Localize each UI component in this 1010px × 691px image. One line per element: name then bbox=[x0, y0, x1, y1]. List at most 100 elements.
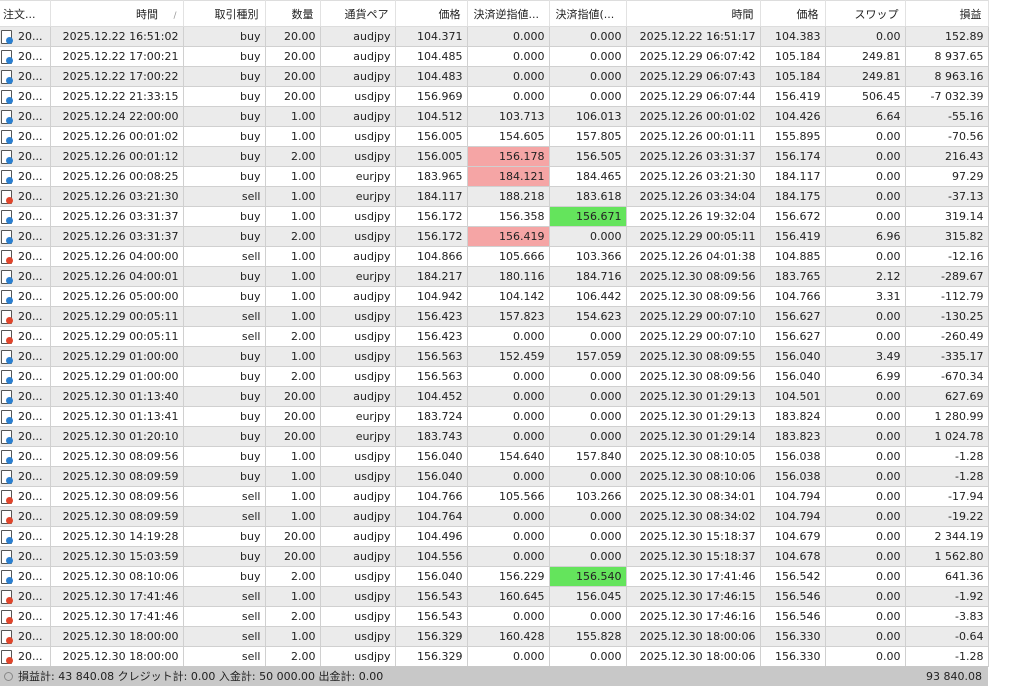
table-row[interactable]: 20... 2025.12.30 08:09:56 sell 1.00 audjpy 10… bbox=[0, 486, 989, 507]
cell-type: sell bbox=[183, 326, 266, 347]
cell-stop-loss: 0.000 bbox=[467, 46, 550, 67]
sort-indicator-icon: / bbox=[173, 10, 177, 21]
table-row[interactable]: 20... 2025.12.29 01:00:00 buy 2.00 usdjpy 156… bbox=[0, 366, 989, 387]
order-label: 20... bbox=[18, 49, 43, 63]
table-row[interactable]: 20... 2025.12.26 05:00:00 buy 1.00 audjpy 104… bbox=[0, 286, 989, 307]
table-row[interactable]: 20... 2025.12.24 22:00:00 buy 1.00 audjpy 104… bbox=[0, 106, 989, 127]
cell-close-price: 104.885 bbox=[760, 246, 826, 267]
table-row[interactable]: 20... 2025.12.30 18:00:00 sell 1.00 usdjpy 15… bbox=[0, 626, 989, 647]
table-row[interactable]: 20... 2025.12.30 17:41:46 sell 1.00 usdjpy 15… bbox=[0, 586, 989, 607]
table-row[interactable]: 20... 2025.12.26 00:01:12 buy 2.00 usdjpy 156… bbox=[0, 146, 989, 167]
cell-price: 156.005 bbox=[395, 126, 468, 147]
table-row[interactable]: 20... 2025.12.29 01:00:00 buy 1.00 usdjpy 156… bbox=[0, 346, 989, 367]
cell-take-profit: 0.000 bbox=[549, 526, 627, 547]
table-row[interactable]: 20... 2025.12.26 03:21:30 sell 1.00 eurjpy 18… bbox=[0, 186, 989, 207]
order-label: 20... bbox=[18, 329, 43, 343]
table-row[interactable]: 20... 2025.12.30 14:19:28 buy 20.00 audjpy 10… bbox=[0, 526, 989, 547]
col-header-order[interactable]: 注文... bbox=[0, 0, 51, 27]
cell-swap: 3.49 bbox=[825, 346, 906, 367]
cell-close-time: 2025.12.30 18:00:06 bbox=[626, 646, 761, 667]
table-row[interactable]: 20... 2025.12.26 04:00:01 buy 1.00 eurjpy 184… bbox=[0, 266, 989, 287]
cell-order: 20... bbox=[0, 366, 51, 387]
cell-price: 104.942 bbox=[395, 286, 468, 307]
col-header-type[interactable]: 取引種別 bbox=[183, 0, 266, 27]
cell-profit: -112.79 bbox=[905, 286, 989, 307]
col-header-profit[interactable]: 損益 bbox=[905, 0, 989, 27]
order-label: 20... bbox=[18, 249, 43, 263]
table-row[interactable]: 20... 2025.12.26 04:00:00 sell 1.00 audjpy 10… bbox=[0, 246, 989, 267]
order-label: 20... bbox=[18, 429, 43, 443]
sell-order-icon bbox=[0, 629, 14, 644]
cell-swap: 0.00 bbox=[825, 646, 906, 667]
cell-type: sell bbox=[183, 306, 266, 327]
cell-symbol: usdjpy bbox=[320, 586, 396, 607]
table-row[interactable]: 20... 2025.12.22 17:00:22 buy 20.00 audjpy 10… bbox=[0, 66, 989, 87]
buy-order-icon bbox=[0, 369, 14, 384]
table-row[interactable]: 20... 2025.12.30 08:09:59 sell 1.00 audjpy 10… bbox=[0, 506, 989, 527]
table-row[interactable]: 20... 2025.12.30 15:03:59 buy 20.00 audjpy 10… bbox=[0, 546, 989, 567]
col-header-open-time[interactable]: 時間 / bbox=[50, 0, 184, 27]
order-label: 20... bbox=[18, 109, 43, 123]
cell-open-time: 2025.12.30 08:10:06 bbox=[50, 566, 184, 587]
col-header-swap[interactable]: スワップ bbox=[825, 0, 906, 27]
table-row[interactable]: 20... 2025.12.26 00:01:02 buy 1.00 usdjpy 156… bbox=[0, 126, 989, 147]
cell-close-price: 156.542 bbox=[760, 566, 826, 587]
cell-open-time: 2025.12.30 08:09:56 bbox=[50, 446, 184, 467]
cell-order: 20... bbox=[0, 166, 51, 187]
cell-swap: 0.00 bbox=[825, 306, 906, 327]
cell-order: 20... bbox=[0, 146, 51, 167]
col-header-price[interactable]: 価格 bbox=[395, 0, 468, 27]
table-row[interactable]: 20... 2025.12.30 17:41:46 sell 2.00 usdjpy 15… bbox=[0, 606, 989, 627]
cell-open-time: 2025.12.30 01:13:41 bbox=[50, 406, 184, 427]
col-header-stop-loss[interactable]: 決済逆指値... bbox=[467, 0, 550, 27]
cell-profit: -1.28 bbox=[905, 646, 989, 667]
col-header-symbol[interactable]: 通貨ペア bbox=[320, 0, 396, 27]
table-row[interactable]: 20... 2025.12.22 21:33:15 buy 20.00 usdjpy 15… bbox=[0, 86, 989, 107]
order-label: 20... bbox=[18, 309, 43, 323]
buy-order-icon bbox=[0, 229, 14, 244]
table-row[interactable]: 20... 2025.12.30 18:00:00 sell 2.00 usdjpy 15… bbox=[0, 646, 989, 667]
cell-close-time: 2025.12.30 01:29:14 bbox=[626, 426, 761, 447]
table-row[interactable]: 20... 2025.12.29 00:05:11 sell 2.00 usdjpy 15… bbox=[0, 326, 989, 347]
order-label: 20... bbox=[18, 509, 43, 523]
cell-price: 156.563 bbox=[395, 346, 468, 367]
cell-profit: 319.14 bbox=[905, 206, 989, 227]
cell-order: 20... bbox=[0, 506, 51, 527]
cell-take-profit: 0.000 bbox=[549, 506, 627, 527]
table-row[interactable]: 20... 2025.12.30 08:09:56 buy 1.00 usdjpy 156… bbox=[0, 446, 989, 467]
cell-take-profit: 0.000 bbox=[549, 46, 627, 67]
cell-close-price: 104.766 bbox=[760, 286, 826, 307]
cell-stop-loss: 105.566 bbox=[467, 486, 550, 507]
col-header-close-price[interactable]: 価格 bbox=[760, 0, 826, 27]
table-row[interactable]: 20... 2025.12.30 01:20:10 buy 20.00 eurjpy 18… bbox=[0, 426, 989, 447]
cell-profit: -55.16 bbox=[905, 106, 989, 127]
table-row[interactable]: 20... 2025.12.30 01:13:41 buy 20.00 eurjpy 18… bbox=[0, 406, 989, 427]
buy-order-icon bbox=[0, 129, 14, 144]
cell-lots: 1.00 bbox=[265, 166, 321, 187]
cell-symbol: usdjpy bbox=[320, 146, 396, 167]
table-row[interactable]: 20... 2025.12.30 01:13:40 buy 20.00 audjpy 10… bbox=[0, 386, 989, 407]
cell-close-time: 2025.12.30 08:34:01 bbox=[626, 486, 761, 507]
cell-take-profit: 184.465 bbox=[549, 166, 627, 187]
sell-order-icon bbox=[0, 329, 14, 344]
cell-open-time: 2025.12.26 04:00:00 bbox=[50, 246, 184, 267]
table-row[interactable]: 20... 2025.12.22 17:00:21 buy 20.00 audjpy 10… bbox=[0, 46, 989, 67]
cell-swap: 506.45 bbox=[825, 86, 906, 107]
table-row[interactable]: 20... 2025.12.29 00:05:11 sell 1.00 usdjpy 15… bbox=[0, 306, 989, 327]
table-row[interactable]: 20... 2025.12.26 00:08:25 buy 1.00 eurjpy 183… bbox=[0, 166, 989, 187]
table-row[interactable]: 20... 2025.12.22 16:51:02 buy 20.00 audjpy 10… bbox=[0, 26, 989, 47]
table-row[interactable]: 20... 2025.12.30 08:10:06 buy 2.00 usdjpy 156… bbox=[0, 566, 989, 587]
col-header-take-profit[interactable]: 決済指値(... bbox=[549, 0, 627, 27]
table-row[interactable]: 20... 2025.12.26 03:31:37 buy 1.00 usdjpy 156… bbox=[0, 206, 989, 227]
buy-order-icon bbox=[0, 169, 14, 184]
col-header-lots[interactable]: 数量 bbox=[265, 0, 321, 27]
cell-price: 156.040 bbox=[395, 466, 468, 487]
cell-swap: 0.00 bbox=[825, 126, 906, 147]
cell-close-time: 2025.12.29 00:07:10 bbox=[626, 306, 761, 327]
col-header-close-time[interactable]: 時間 bbox=[626, 0, 761, 27]
table-row[interactable]: 20... 2025.12.26 03:31:37 buy 2.00 usdjpy 156… bbox=[0, 226, 989, 247]
cell-close-price: 156.672 bbox=[760, 206, 826, 227]
table-row[interactable]: 20... 2025.12.30 08:09:59 buy 1.00 usdjpy 156… bbox=[0, 466, 989, 487]
cell-close-price: 104.426 bbox=[760, 106, 826, 127]
cell-stop-loss: 160.428 bbox=[467, 626, 550, 647]
